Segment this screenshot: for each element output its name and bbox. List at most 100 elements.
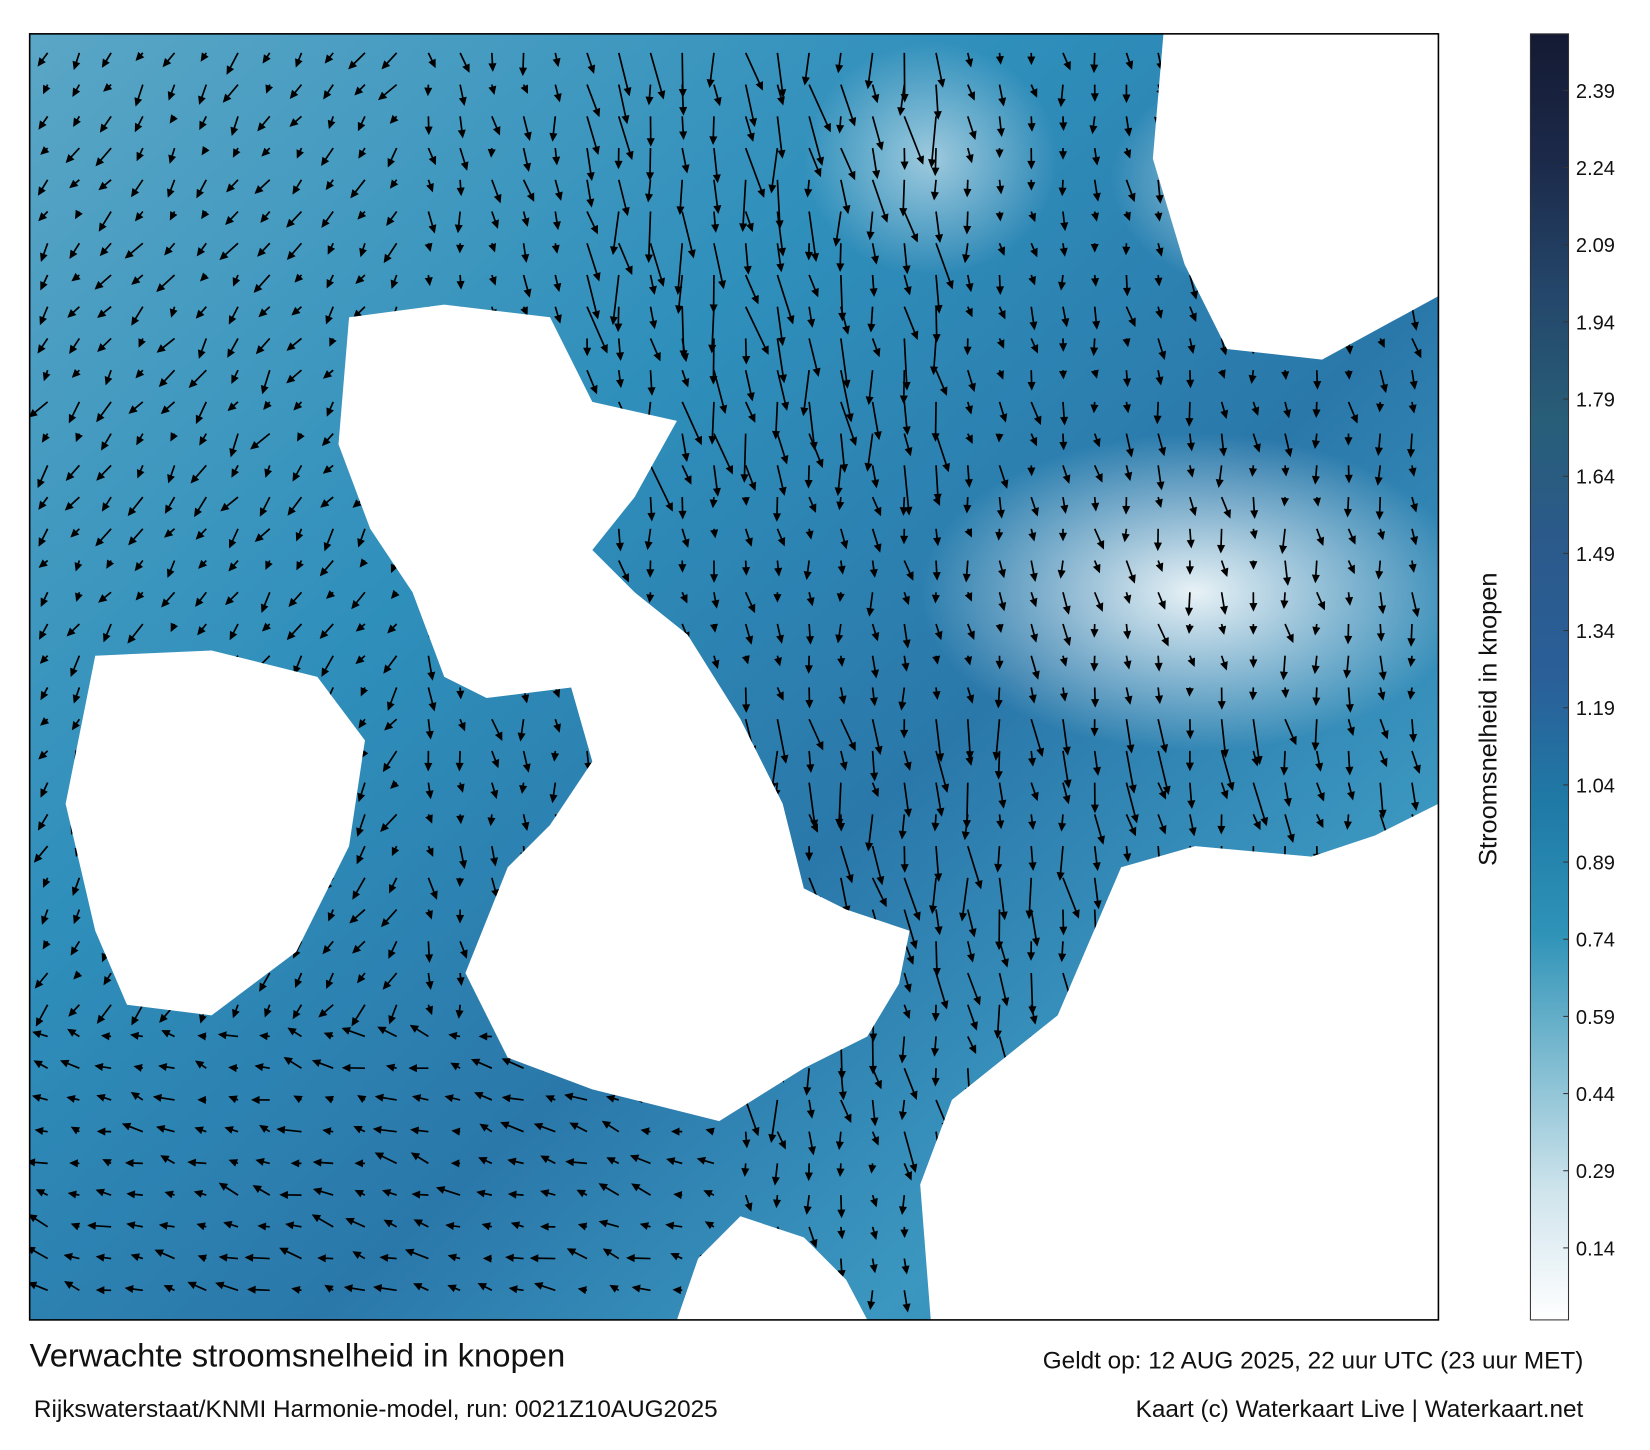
arrow-head: [68, 1007, 78, 1017]
arrow-head: [291, 306, 301, 316]
arrow-head: [37, 57, 46, 67]
arrow-head: [253, 662, 263, 672]
arrow-head: [161, 1030, 171, 1038]
arrow-head: [169, 308, 178, 318]
arrow-head: [201, 209, 210, 220]
arrow-head: [29, 408, 38, 418]
arrow-head: [96, 762, 106, 772]
arrow-head: [197, 1095, 206, 1104]
arrow-head: [292, 1009, 301, 1020]
arrow-head: [321, 156, 330, 167]
arrow-head: [38, 500, 47, 510]
arrow-head: [259, 982, 267, 992]
arrow-head: [200, 692, 208, 702]
arrow-head: [317, 1254, 326, 1263]
arrow-head: [225, 596, 235, 606]
arrow-head: [254, 185, 264, 194]
arrow-head: [38, 212, 48, 222]
arrow-head: [98, 594, 108, 603]
arrow-head: [289, 919, 298, 929]
arrow-head: [187, 1158, 197, 1167]
arrow-head: [67, 309, 77, 318]
arrow-head: [130, 1253, 140, 1262]
arrow-head: [231, 850, 240, 861]
arrow-head: [257, 122, 266, 132]
arrow-head: [41, 915, 49, 925]
arrow-head: [136, 151, 144, 162]
arrow-head: [200, 52, 209, 62]
arrow-head: [40, 597, 49, 608]
arrow-head: [156, 283, 166, 292]
arrow-head: [197, 846, 207, 856]
arrow-head: [74, 562, 83, 572]
arrow-head: [64, 501, 74, 511]
arrow-head: [198, 95, 206, 105]
arrow-head: [158, 378, 168, 388]
arrow-head: [255, 345, 265, 355]
arrow-head: [40, 788, 48, 798]
arrow-head: [264, 468, 273, 478]
arrow-head: [199, 1014, 207, 1024]
arrow-head: [195, 309, 205, 319]
arrow-head: [198, 725, 207, 736]
arrow-head: [199, 272, 209, 282]
arrow-head: [38, 537, 47, 547]
arrow-head: [327, 119, 336, 130]
arrow-head: [40, 690, 49, 701]
arrow-head: [326, 590, 336, 599]
arrow-head: [160, 405, 170, 415]
arrow-head: [33, 853, 43, 863]
arrow-head: [131, 692, 141, 703]
arrow-head: [99, 123, 109, 133]
arrow-head: [105, 723, 114, 733]
arrow-head: [325, 717, 335, 727]
arrow-head: [60, 1059, 70, 1068]
arrow-head: [227, 402, 237, 412]
arrow-head: [217, 1031, 227, 1040]
arrow-head: [322, 945, 332, 955]
arrow-head: [160, 1155, 170, 1163]
arrow-head: [224, 1126, 234, 1134]
arrow-head: [290, 1159, 300, 1168]
arrow-head: [43, 84, 51, 95]
arrow-head: [133, 1064, 143, 1072]
arrow-head: [126, 1190, 136, 1199]
arrow-head: [247, 1285, 256, 1294]
arrow-head: [228, 539, 237, 549]
arrow-head: [218, 1253, 228, 1262]
arrow-head: [134, 122, 143, 133]
arrow-head: [257, 247, 266, 257]
arrow-head: [327, 783, 336, 794]
calm-area: [803, 42, 1058, 275]
arrow-head: [106, 559, 115, 569]
arrow-head: [136, 978, 144, 989]
arrow-head: [101, 502, 110, 512]
arrow-head: [325, 180, 334, 191]
arrow-head: [276, 1125, 286, 1134]
arrow-head: [265, 84, 274, 94]
arrow-head: [66, 627, 76, 637]
arrow-head: [322, 465, 332, 474]
arrow-head: [95, 1188, 105, 1197]
arrow-head: [233, 942, 241, 952]
arrow-head: [260, 691, 269, 702]
arrow-head: [73, 914, 81, 925]
arrow-head: [135, 591, 145, 601]
arrow-head: [41, 433, 50, 443]
arrow-head: [124, 249, 134, 259]
arrow-head: [329, 337, 337, 347]
arrow-head: [39, 315, 47, 326]
arrow-head: [73, 117, 81, 127]
arrow-head: [222, 695, 232, 705]
arrow-head: [199, 436, 208, 446]
arrow-head: [287, 506, 296, 516]
arrow-head: [32, 1030, 42, 1039]
arrow-head: [94, 280, 104, 290]
arrow-head: [71, 720, 80, 731]
arrow-head: [106, 781, 115, 791]
arrow-head: [324, 54, 334, 64]
arrow-head: [321, 667, 330, 677]
arrow-head: [159, 1013, 168, 1023]
arrow-head: [196, 188, 204, 199]
arrow-head: [228, 562, 238, 572]
